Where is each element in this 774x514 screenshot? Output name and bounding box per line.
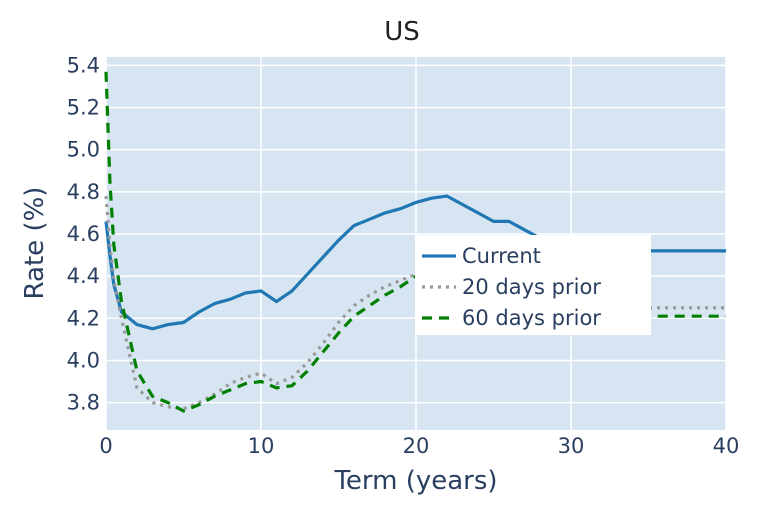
y-tick-label: 3.8 (67, 391, 100, 415)
y-tick-label: 4.0 (67, 348, 100, 372)
y-tick-label: 4.4 (67, 264, 100, 288)
x-tick-label: 20 (403, 434, 430, 458)
legend-label: 60 days prior (462, 306, 601, 330)
x-tick-label: 0 (99, 434, 112, 458)
y-tick-labels: 3.8 4.0 4.2 4.4 4.6 4.8 5.0 5.2 5.4 (67, 53, 100, 414)
y-tick-label: 4.6 (67, 222, 100, 246)
y-tick-label: 5.4 (67, 53, 100, 77)
y-tick-label: 5.2 (67, 96, 100, 120)
y-tick-label: 4.8 (67, 180, 100, 204)
legend: Current 20 days prior 60 days prior (415, 235, 651, 335)
x-tick-label: 10 (248, 434, 275, 458)
x-axis-label: Term (years) (333, 466, 497, 496)
legend-box (415, 235, 651, 335)
y-axis-label: Rate (%) (20, 187, 50, 300)
x-tick-label: 30 (558, 434, 585, 458)
chart-title: US (384, 17, 420, 47)
y-tick-label: 5.0 (67, 138, 100, 162)
x-tick-labels: 0 10 20 30 40 (99, 434, 739, 458)
legend-label: Current (462, 244, 541, 268)
x-tick-label: 40 (713, 434, 740, 458)
legend-label: 20 days prior (462, 275, 601, 299)
y-tick-label: 4.2 (67, 306, 100, 330)
series-line-3 (104, 71, 726, 413)
